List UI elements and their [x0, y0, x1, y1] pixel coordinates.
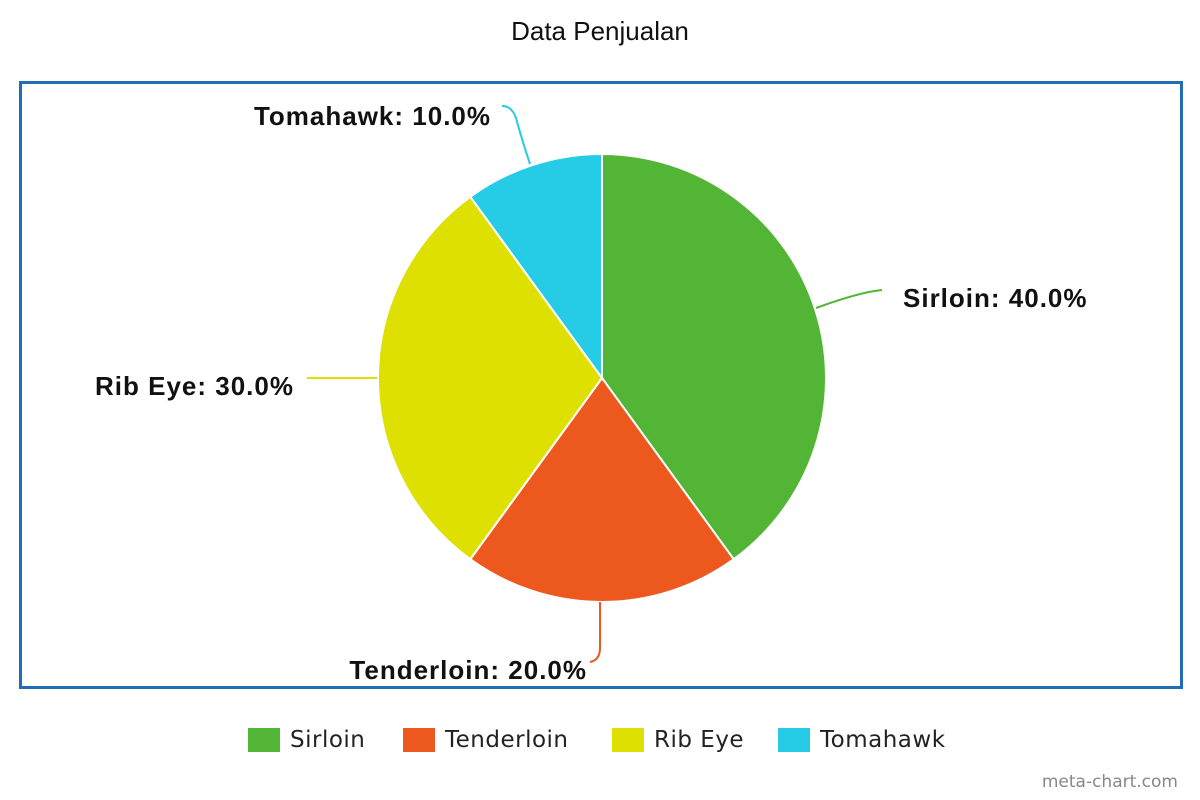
- pie-slice-rib-eye[interactable]: [377, 195, 604, 561]
- legend-swatch: [403, 728, 435, 752]
- legend-item-tenderloin[interactable]: Tenderloin: [403, 724, 569, 756]
- data-label-tomahawk: Tomahawk: 10.0%: [254, 101, 491, 131]
- legend-swatch: [778, 728, 810, 752]
- watermark: meta-chart.com: [1041, 772, 1178, 792]
- legend-label: Tenderloin: [445, 727, 569, 753]
- legend-label: Rib Eye: [654, 727, 745, 753]
- legend-swatch: [248, 728, 280, 752]
- pie-slice-tomahawk[interactable]: [468, 152, 603, 382]
- data-label-rib-eye: Rib Eye: 30.0%: [95, 371, 294, 401]
- pie-slice-tenderloin[interactable]: [468, 376, 736, 603]
- data-label-sirloin: Sirloin: 40.0%: [903, 283, 1088, 313]
- data-label-tenderloin: Tenderloin: 20.0%: [349, 655, 587, 685]
- legend-item-tomahawk[interactable]: Tomahawk: [778, 724, 946, 756]
- legend-label: Sirloin: [290, 727, 366, 753]
- plot-area: [19, 81, 1183, 689]
- leader-line-sirloin: [815, 289, 883, 309]
- chart-title: Data Penjualan: [511, 16, 689, 46]
- legend-item-sirloin[interactable]: Sirloin: [248, 724, 365, 756]
- leader-line-tomahawk: [501, 105, 531, 165]
- legend-label: Tomahawk: [820, 727, 946, 753]
- legend-item-rib-eye[interactable]: Rib Eye: [612, 724, 744, 756]
- pie-slice-sirloin[interactable]: [601, 152, 827, 561]
- leader-line-tenderloin: [589, 602, 601, 663]
- legend-swatch: [612, 728, 644, 752]
- legend: Sirloin Tenderloin Rib Eye Tomahawk: [0, 724, 1200, 756]
